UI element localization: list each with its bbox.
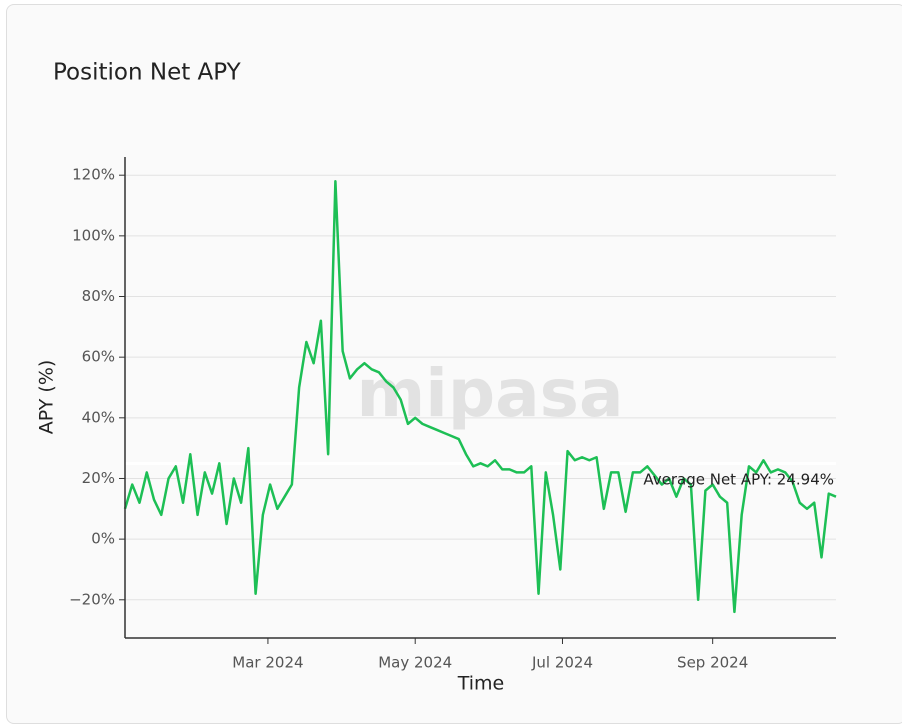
chart-title: Position Net APY	[53, 60, 242, 86]
x-tick-label: May 2024	[378, 654, 452, 672]
y-tick-label: 120%	[72, 166, 115, 184]
watermark: mipasa	[357, 355, 624, 432]
x-axis-label: Time	[457, 673, 505, 695]
y-tick-label: 80%	[82, 287, 115, 305]
x-tick-label: Jul 2024	[531, 654, 593, 672]
y-axis-label: APY (%)	[36, 360, 58, 435]
y-tick-label: 100%	[72, 226, 115, 244]
y-tick-label: 40%	[82, 408, 115, 426]
x-tick-label: Mar 2024	[232, 654, 303, 672]
card	[6, 4, 902, 724]
average-label: Average Net APY: 24.94%	[643, 471, 834, 489]
y-tick-label: −20%	[69, 590, 115, 608]
x-tick-label: Sep 2024	[677, 654, 748, 672]
y-tick-label: 60%	[82, 348, 115, 366]
y-tick-label: 20%	[82, 469, 115, 487]
data-line	[123, 180, 837, 614]
y-tick-label: 0%	[91, 530, 115, 548]
